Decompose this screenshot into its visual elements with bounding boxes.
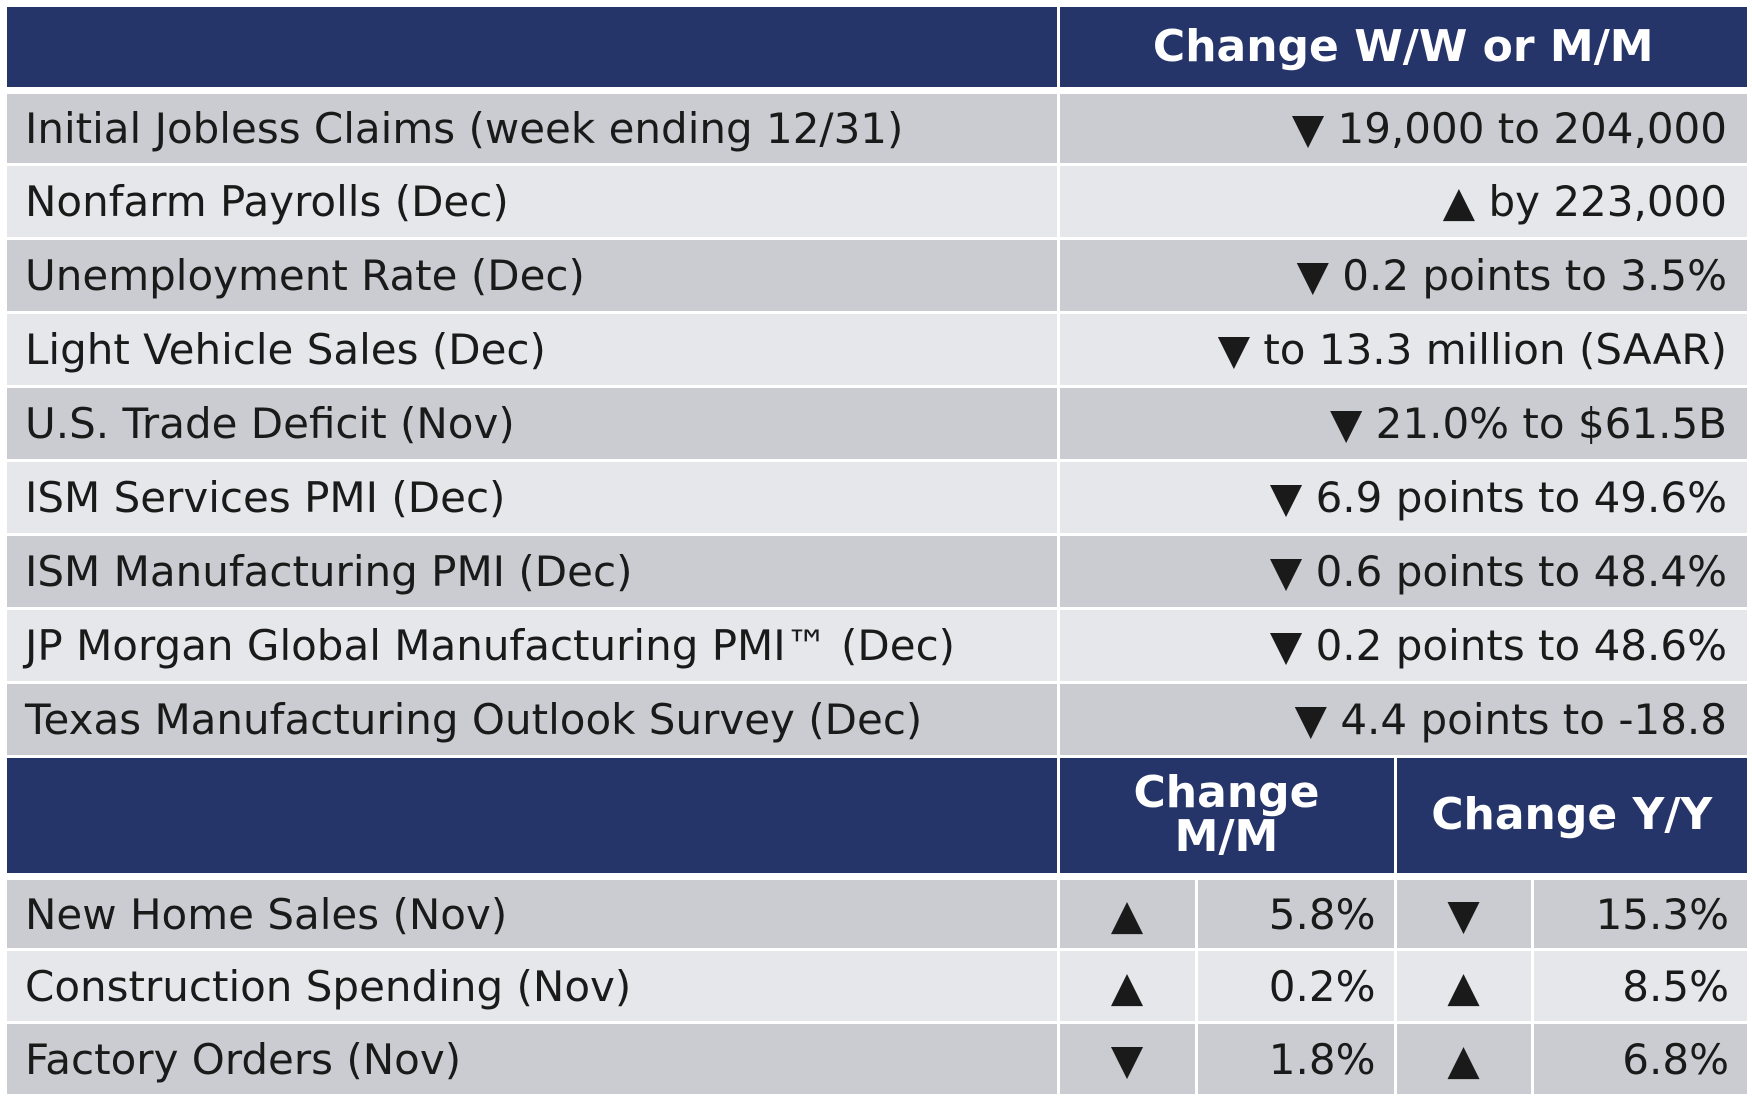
change-mm-header: Change M/M <box>1058 757 1397 880</box>
indicator-label: Nonfarm Payrolls (Dec) <box>7 164 1060 240</box>
indicator-label: Texas Manufacturing Outlook Survey (Dec) <box>7 682 1060 758</box>
indicator-label: Factory Orders (Nov) <box>7 1022 1060 1097</box>
change-yy-header: Change Y/Y <box>1395 757 1747 880</box>
indicator-change: ▼ 21.0% to $61.5B <box>1058 386 1747 462</box>
mm-arrow-icon: ▼ <box>1058 1022 1198 1097</box>
table-row: Texas Manufacturing Outlook Survey (Dec)… <box>7 682 1747 758</box>
indicator-change: ▼ to 13.3 million (SAAR) <box>1058 312 1747 388</box>
mm-arrow-icon: ▲ <box>1058 949 1198 1024</box>
indicator-change: ▼ 19,000 to 204,000 <box>1058 90 1747 166</box>
yy-arrow-icon: ▲ <box>1395 949 1534 1024</box>
yy-arrow-icon: ▲ <box>1395 1022 1534 1097</box>
indicator-header-blank <box>7 757 1060 880</box>
indicator-label: JP Morgan Global Manufacturing PMI™ (Dec… <box>7 608 1060 684</box>
table-row: U.S. Trade Deficit (Nov) ▼ 21.0% to $61.… <box>7 386 1747 462</box>
table-row: Factory Orders (Nov) ▼ 1.8% ▲ 6.8% <box>7 1022 1747 1097</box>
change-mm-header-line2: M/M <box>1174 811 1279 863</box>
yy-value: 8.5% <box>1532 949 1747 1024</box>
table-header-row: Change M/M Change Y/Y <box>7 757 1747 880</box>
change-mm-header-line1: Change <box>1133 767 1320 819</box>
indicator-label: U.S. Trade Deficit (Nov) <box>7 386 1060 462</box>
table-row: JP Morgan Global Manufacturing PMI™ (Dec… <box>7 608 1747 684</box>
indicator-label: Initial Jobless Claims (week ending 12/3… <box>7 90 1060 166</box>
yy-arrow-icon: ▼ <box>1395 876 1534 951</box>
table-row: Initial Jobless Claims (week ending 12/3… <box>7 90 1747 166</box>
table-row: Nonfarm Payrolls (Dec) ▲ by 223,000 <box>7 164 1747 240</box>
yy-value: 6.8% <box>1532 1022 1747 1097</box>
mm-value: 0.2% <box>1196 949 1397 1024</box>
indicator-change: ▼ 0.2 points to 48.6% <box>1058 608 1747 684</box>
yy-value: 15.3% <box>1532 876 1747 951</box>
mm-value: 1.8% <box>1196 1022 1397 1097</box>
indicator-label: New Home Sales (Nov) <box>7 876 1060 951</box>
table-header-row: Change W/W or M/M <box>7 7 1747 94</box>
change-ww-mm-header: Change W/W or M/M <box>1058 7 1747 94</box>
indicator-change: ▼ 0.6 points to 48.4% <box>1058 534 1747 610</box>
indicator-label: ISM Manufacturing PMI (Dec) <box>7 534 1060 610</box>
mm-yy-indicators-table: Change M/M Change Y/Y New Home Sales (No… <box>7 757 1747 1097</box>
weekly-monthly-indicators-table: Change W/W or M/M Initial Jobless Claims… <box>7 7 1747 758</box>
indicator-header-blank <box>7 7 1060 94</box>
indicator-change: ▼ 6.9 points to 49.6% <box>1058 460 1747 536</box>
indicator-change: ▼ 0.2 points to 3.5% <box>1058 238 1747 314</box>
mm-arrow-icon: ▲ <box>1058 876 1198 951</box>
indicators-wrapper: Change W/W or M/M Initial Jobless Claims… <box>7 7 1747 1097</box>
table-row: Construction Spending (Nov) ▲ 0.2% ▲ 8.5… <box>7 949 1747 1024</box>
indicator-label: Construction Spending (Nov) <box>7 949 1060 1024</box>
indicator-label: ISM Services PMI (Dec) <box>7 460 1060 536</box>
table-row: ISM Manufacturing PMI (Dec) ▼ 0.6 points… <box>7 534 1747 610</box>
table-row: Light Vehicle Sales (Dec) ▼ to 13.3 mill… <box>7 312 1747 388</box>
indicator-change: ▼ 4.4 points to -18.8 <box>1058 682 1747 758</box>
indicator-change: ▲ by 223,000 <box>1058 164 1747 240</box>
indicator-label: Light Vehicle Sales (Dec) <box>7 312 1060 388</box>
table-row: New Home Sales (Nov) ▲ 5.8% ▼ 15.3% <box>7 876 1747 951</box>
indicator-label: Unemployment Rate (Dec) <box>7 238 1060 314</box>
mm-value: 5.8% <box>1196 876 1397 951</box>
table-row: Unemployment Rate (Dec) ▼ 0.2 points to … <box>7 238 1747 314</box>
table-row: ISM Services PMI (Dec) ▼ 6.9 points to 4… <box>7 460 1747 536</box>
